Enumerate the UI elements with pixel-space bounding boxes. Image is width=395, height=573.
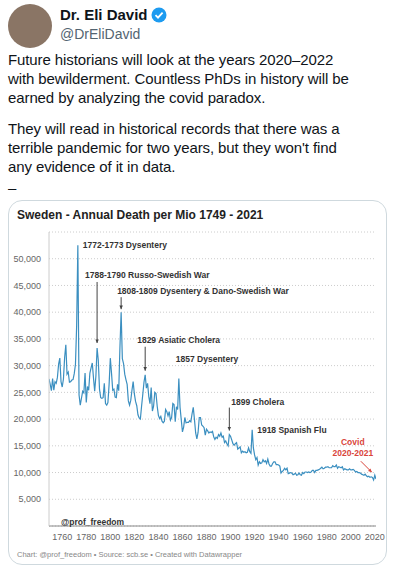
svg-text:1780: 1780 xyxy=(76,532,96,542)
html-text:any evidence of it in data.: any evidence of it in data. xyxy=(8,158,176,175)
svg-text:1800: 1800 xyxy=(100,532,120,542)
svg-text:15,000: 15,000 xyxy=(13,441,41,451)
svg-text:1788-1790 Russo-Swedish War: 1788-1790 Russo-Swedish War xyxy=(85,270,210,280)
svg-text:20,000: 20,000 xyxy=(13,414,41,424)
html-text:@DrEliDavid: @DrEliDavid xyxy=(60,26,141,42)
svg-text:1820: 1820 xyxy=(124,532,144,542)
svg-text:50,000: 50,000 xyxy=(13,254,41,264)
svg-text:5,000: 5,000 xyxy=(18,494,41,504)
svg-text:1808-1809 Dysentery & Dano-Swe: 1808-1809 Dysentery & Dano-Swedish War xyxy=(117,286,289,296)
html-text:Chart: @prof_freedom • Source:: Chart: @prof_freedom • Source: scb.se • … xyxy=(17,550,243,559)
svg-text:25,000: 25,000 xyxy=(13,388,41,398)
svg-text:1899 Cholera: 1899 Cholera xyxy=(231,397,284,407)
svg-text:1857 Dysentery: 1857 Dysentery xyxy=(176,354,239,364)
html-text:earned by analyzing the covid: earned by analyzing the covid paradox. xyxy=(8,89,266,106)
svg-text:Covid2020-2021: Covid2020-2021 xyxy=(332,437,373,458)
html-text:Sweden - Annual Death per Mio: Sweden - Annual Death per Mio 1749 - 202… xyxy=(17,208,264,222)
svg-text:1772-1773 Dysentery: 1772-1773 Dysentery xyxy=(83,240,167,250)
html-text:They will read in historical r: They will read in historical records tha… xyxy=(8,120,340,137)
svg-text:1860: 1860 xyxy=(172,532,192,542)
svg-text:1840: 1840 xyxy=(148,532,168,542)
html-text:with bewilderment. Countless P: with bewilderment. Countless PhDs in his… xyxy=(8,70,349,87)
svg-text:30,000: 30,000 xyxy=(13,361,41,371)
svg-text:1960: 1960 xyxy=(293,532,313,542)
svg-text:2000: 2000 xyxy=(341,532,361,542)
svg-text:40,000: 40,000 xyxy=(13,307,41,317)
svg-text:1760: 1760 xyxy=(52,532,72,542)
svg-text:35,000: 35,000 xyxy=(13,334,41,344)
html-text:@prof_freedom: @prof_freedom xyxy=(61,517,125,527)
svg-text:1940: 1940 xyxy=(269,532,289,542)
svg-text:10,000: 10,000 xyxy=(13,468,41,478)
svg-text:1900: 1900 xyxy=(221,532,241,542)
svg-text:1829 Asiatic Cholera: 1829 Asiatic Cholera xyxy=(137,335,220,345)
svg-text:2020: 2020 xyxy=(365,532,385,542)
svg-text:1880: 1880 xyxy=(196,532,216,542)
svg-text:45,000: 45,000 xyxy=(13,281,41,291)
html-text:Future historians will look at: Future historians will look at the years… xyxy=(8,51,334,68)
svg-text:1980: 1980 xyxy=(317,532,337,542)
svg-text:1918 Spanish Flu: 1918 Spanish Flu xyxy=(257,425,326,435)
html-text:terrible pandemic for two year: terrible pandemic for two years, but the… xyxy=(8,139,337,156)
svg-text:1920: 1920 xyxy=(245,532,265,542)
html-text:Dr. Eli David: Dr. Eli David xyxy=(60,6,148,23)
